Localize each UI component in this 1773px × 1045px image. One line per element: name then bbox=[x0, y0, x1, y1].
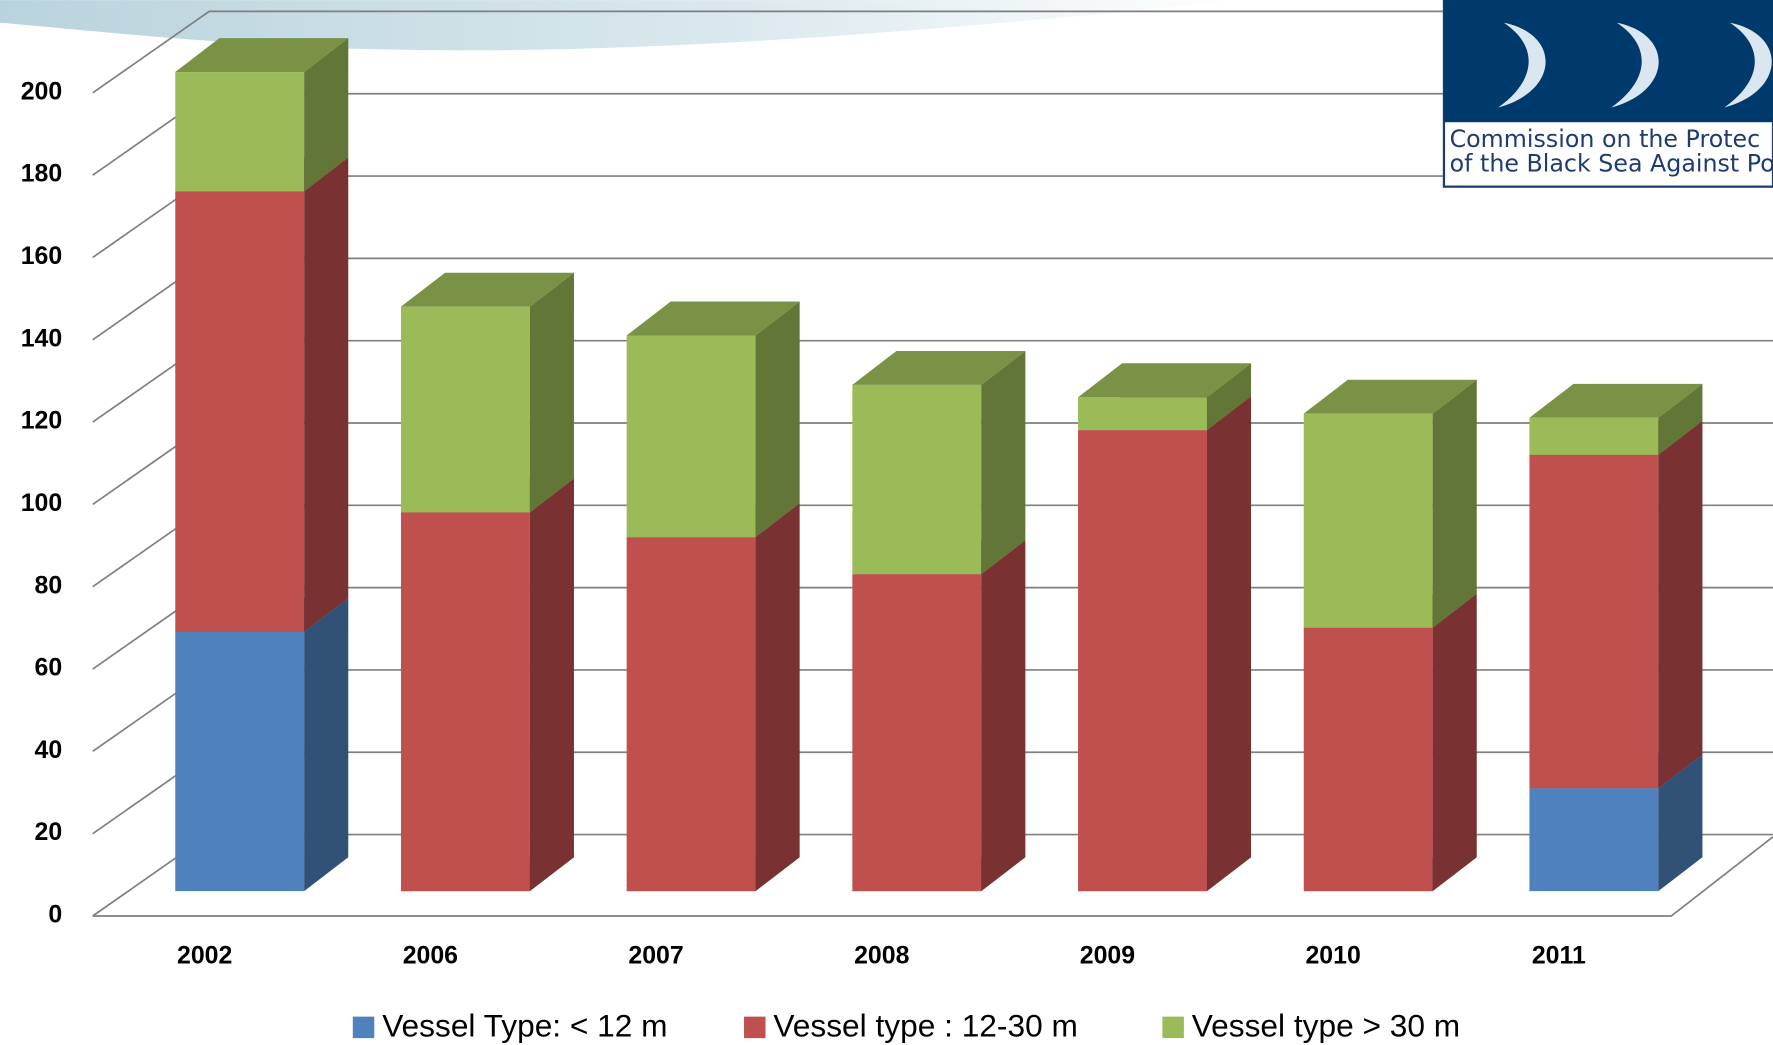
y-tick-label: 60 bbox=[35, 654, 63, 682]
legend-label: Vessel type > 30 m bbox=[1192, 1007, 1460, 1043]
bar bbox=[852, 574, 982, 892]
legend-swatch bbox=[744, 1016, 766, 1039]
y-tick-label: 160 bbox=[21, 242, 62, 270]
bar-side bbox=[529, 478, 574, 892]
bar-side bbox=[304, 157, 349, 632]
bar-side bbox=[1432, 379, 1477, 628]
y-tick-label: 20 bbox=[35, 818, 63, 846]
bar-top bbox=[1529, 383, 1703, 418]
y-tick-label: 80 bbox=[35, 571, 63, 599]
bar-side bbox=[981, 350, 1026, 575]
bar-side bbox=[755, 503, 800, 892]
logo-band bbox=[1443, 0, 1773, 123]
bar-side bbox=[1658, 420, 1703, 789]
bar-side bbox=[304, 38, 349, 192]
bar-side bbox=[304, 597, 349, 892]
bar bbox=[1078, 397, 1207, 431]
y-tick-label: 180 bbox=[21, 160, 62, 188]
x-tick-label: 2011 bbox=[1532, 941, 1586, 969]
y-tick-label: 200 bbox=[21, 77, 62, 105]
y-tick-label: 120 bbox=[21, 407, 62, 435]
bar-side bbox=[755, 301, 800, 538]
legend-label: Vessel Type: < 12 m bbox=[382, 1007, 667, 1043]
x-tick-label: 2007 bbox=[628, 941, 683, 969]
y-tick-label: 140 bbox=[21, 324, 62, 352]
bar bbox=[626, 335, 756, 538]
bar-side bbox=[529, 272, 574, 513]
bar-side bbox=[1658, 754, 1703, 892]
grid-line bbox=[92, 10, 1773, 94]
bar-side bbox=[981, 540, 1026, 892]
bar bbox=[1303, 413, 1433, 628]
bar-top bbox=[400, 272, 574, 307]
bar-top bbox=[852, 350, 1026, 385]
bar bbox=[400, 306, 530, 513]
bar bbox=[1303, 627, 1433, 892]
bar-side bbox=[1658, 383, 1703, 455]
x-tick-label: 2008 bbox=[854, 941, 909, 969]
bar bbox=[175, 631, 305, 892]
bar bbox=[400, 512, 530, 892]
y-tick-label: 0 bbox=[48, 901, 62, 929]
bar bbox=[852, 384, 982, 575]
bar-top bbox=[175, 38, 349, 73]
plot-area: 0 20 40 60 80 100 120 140 160 180 200 2002 2006 2007 2… bbox=[21, 10, 1773, 1043]
bar bbox=[1078, 430, 1207, 892]
bar bbox=[175, 191, 305, 632]
bar-top bbox=[1303, 379, 1477, 414]
bar-side bbox=[1206, 396, 1252, 892]
y-tick-label: 100 bbox=[21, 489, 62, 517]
bar bbox=[626, 537, 756, 892]
x-tick-label: 2006 bbox=[403, 941, 458, 969]
logo-dolphins bbox=[1498, 22, 1772, 108]
background-swoosh bbox=[0, 0, 1244, 51]
logo-text: of the Black Sea Against Pollu bbox=[1450, 150, 1773, 178]
bar-top bbox=[626, 301, 800, 336]
legend-swatch bbox=[1162, 1016, 1184, 1039]
logo: Commission on the Protec of the Black Se… bbox=[1442, 0, 1773, 188]
x-tick-label: 2010 bbox=[1305, 941, 1360, 969]
x-tick-label: 2002 bbox=[177, 941, 232, 969]
y-tick-label: 40 bbox=[35, 736, 63, 764]
x-tick-label: 2009 bbox=[1080, 941, 1135, 969]
bar bbox=[175, 72, 305, 192]
legend-swatch bbox=[352, 1016, 375, 1039]
floor-edge bbox=[92, 836, 1773, 917]
bar-side bbox=[1206, 363, 1252, 431]
bar-side bbox=[1432, 593, 1477, 892]
bar bbox=[1529, 788, 1659, 892]
bar bbox=[1529, 417, 1659, 455]
logo-text: Commission on the Protec bbox=[1450, 125, 1761, 153]
bar-top bbox=[1078, 363, 1252, 398]
legend-label: Vessel type : 12-30 m bbox=[773, 1007, 1077, 1043]
bar bbox=[1529, 454, 1659, 789]
